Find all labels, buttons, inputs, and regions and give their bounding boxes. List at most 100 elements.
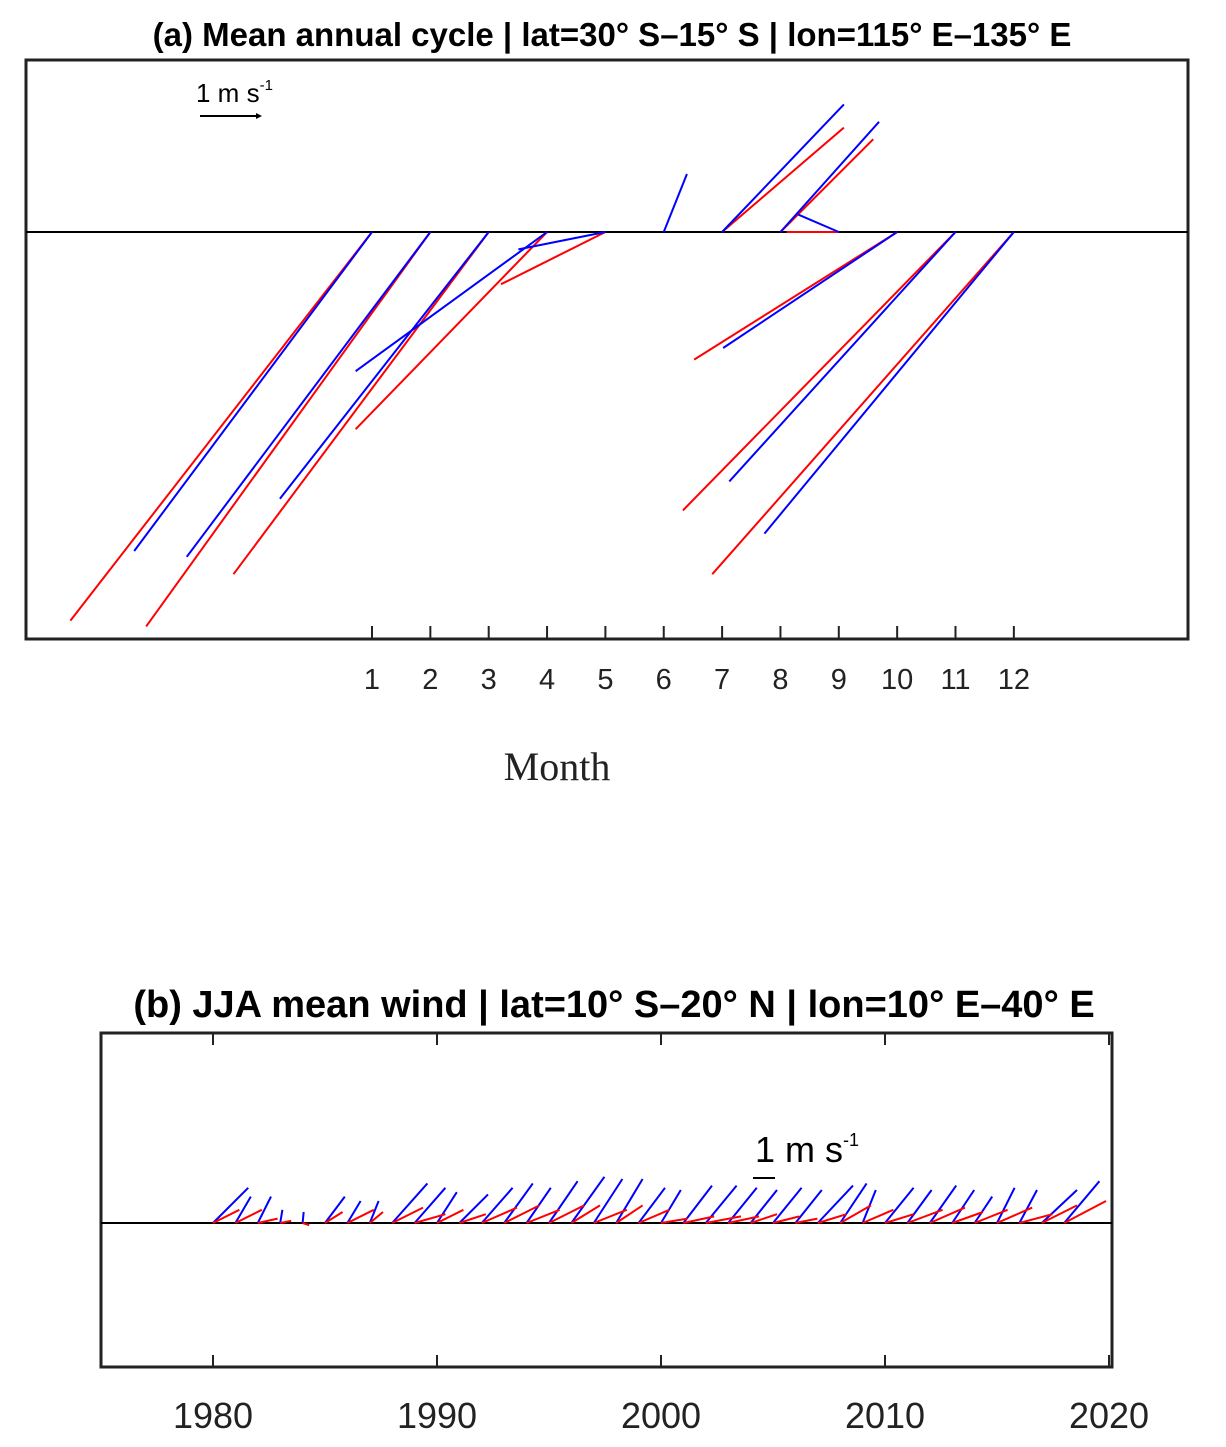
- panel-b-vector-series-0: [256, 1196, 272, 1224]
- panel-b-vector-series-0: [682, 1184, 713, 1224]
- panel-b-vector-series-0: [817, 1184, 854, 1224]
- panel-b-vector-series-1: [593, 1208, 628, 1224]
- panel-b-vector-series-0: [458, 1193, 489, 1224]
- panel-b-scale-label: 1 m s-1: [755, 1129, 859, 1170]
- panel-a-x-tick-label: 3: [481, 664, 497, 696]
- panel-b-vector-series-0: [839, 1182, 868, 1224]
- panel-b-vector-series-0: [996, 1187, 1016, 1224]
- panel-b-vector-series-0: [301, 1211, 305, 1224]
- panel-b-vector-series-0: [973, 1196, 994, 1224]
- panel-a-vector-series-1: [722, 231, 898, 349]
- panel-b-vector-series-1: [951, 1211, 984, 1224]
- panel-b-vector-series-1: [503, 1204, 540, 1224]
- panel-a-vector-series-1: [662, 173, 688, 233]
- panel-a-x-tick-label: 5: [597, 664, 613, 696]
- panel-b-vector-series-1: [526, 1208, 560, 1224]
- panel-b-vector-series-1: [570, 1204, 601, 1224]
- panel-b-vector-series-0: [1041, 1189, 1078, 1224]
- panel-b-vector-series-1: [683, 1215, 715, 1224]
- panel-a-vector-series-1: [721, 103, 845, 233]
- panel-b-vector-series-1: [369, 1211, 384, 1224]
- panel-a-x-tick-label: 4: [539, 664, 555, 696]
- panel-a-x-tick-label: 2: [422, 664, 438, 696]
- panel-a-scale-label: 1 m s-1: [196, 77, 273, 108]
- panel-b-vectors: [212, 1176, 1107, 1227]
- panel-b-vector-series-1: [772, 1215, 800, 1224]
- panel-a-x-tick-label: 11: [940, 664, 970, 696]
- panel-b-title: (b) JJA mean wind | lat=10° S–20° N | lo…: [133, 984, 1094, 1026]
- panel-a-x-tick-label: 8: [772, 664, 788, 696]
- panel-a-vector-series-0: [354, 231, 548, 430]
- panel-b-vector-series-1: [1019, 1213, 1053, 1224]
- panel-b-vector-series-1: [884, 1213, 914, 1224]
- panel-b-vector-series-1: [750, 1213, 778, 1224]
- panel-b-vector-series-1: [862, 1208, 894, 1224]
- panel-b-vector-series-1: [795, 1217, 818, 1224]
- panel-a-vector-series-1: [728, 231, 957, 483]
- panel-a-vector-series-1: [279, 231, 490, 500]
- panel-b-x-tick-label: 2010: [845, 1395, 925, 1436]
- panel-a-title: (a) Mean annual cycle | lat=30° S–15° S …: [153, 16, 1072, 53]
- panel-b-vector-series-0: [548, 1180, 579, 1224]
- panel-a-x-tick-label: 9: [831, 664, 847, 696]
- panel-a-xlabel: Month: [504, 744, 611, 789]
- panel-b-vector-series-0: [884, 1187, 915, 1224]
- panel-b-vector-series-0: [794, 1189, 823, 1224]
- panel-b-vector-series-1: [907, 1208, 943, 1224]
- panel-b-x-tick-label: 1990: [397, 1395, 477, 1436]
- panel-b-vector-series-1: [615, 1204, 644, 1224]
- panel-b-x-tick-label: 2000: [621, 1395, 701, 1436]
- panel-b-vector-series-0: [346, 1200, 362, 1224]
- panel-a-vector-series-0: [711, 231, 1015, 575]
- panel-b-vector-series-0: [906, 1189, 933, 1224]
- panel-b-vector-series-0: [436, 1191, 458, 1224]
- panel-a-vector-series-0: [500, 231, 606, 286]
- panel-a-x-tick-label: 12: [998, 664, 1030, 696]
- panel-b-vector-series-0: [481, 1187, 514, 1224]
- panel-a-x-ticks: 1 2 3 4 5 6 7 8 9 10 11 12: [364, 626, 1030, 696]
- panel-a-vector-series-1: [518, 231, 606, 251]
- panel-b-vector-series-1: [346, 1208, 375, 1224]
- panel-b-vector-series-1: [705, 1215, 742, 1224]
- panel-b-vector-series-1: [459, 1213, 487, 1224]
- panel-b-vector-series-1: [1041, 1204, 1078, 1224]
- panel-a-frame: [24, 58, 1190, 641]
- panel-a-x-tick-label: 7: [714, 664, 730, 696]
- panel-a-x-tick-label: 6: [656, 664, 672, 696]
- panel-a-vector-series-1: [797, 213, 840, 233]
- panel-b-vector-series-0: [570, 1176, 606, 1224]
- panel-b-vector-series-1: [638, 1208, 670, 1224]
- panel-b-vector-series-0: [1063, 1180, 1101, 1224]
- panel-b-vector-series-0: [951, 1189, 976, 1224]
- panel-b-vector-series-1: [817, 1213, 847, 1224]
- panel-b-vector-series-0: [772, 1187, 803, 1224]
- panel-a-vector-series-0: [693, 231, 898, 361]
- panel-b-vector-series-0: [279, 1209, 284, 1224]
- panel-b-vector-series-0: [368, 1200, 380, 1224]
- panel-b: (b) JJA mean wind | lat=10° S–20° N | lo…: [99, 984, 1149, 1436]
- panel-b-vector-series-1: [436, 1208, 464, 1224]
- panel-a-vector-series-0: [145, 231, 432, 627]
- panel-b-x-tick-label: 2020: [1069, 1395, 1149, 1436]
- panel-b-vector-series-0: [592, 1178, 624, 1224]
- panel-b-vector-series-1: [481, 1206, 518, 1224]
- panel-b-vector-series-0: [615, 1178, 644, 1224]
- panel-a-vector-series-0: [232, 231, 490, 575]
- panel-b-vector-series-1: [257, 1217, 278, 1224]
- panel-b-vector-series-1: [548, 1204, 585, 1224]
- panel-b-vector-series-1: [324, 1211, 344, 1224]
- panel-b-frame: [99, 1031, 1114, 1369]
- panel-a-vector-series-0: [721, 126, 845, 233]
- panel-a-vector-series-1: [355, 231, 548, 373]
- panel-a: (a) Mean annual cycle | lat=30° S–15° S …: [24, 16, 1190, 789]
- panel-a-vector-series-0: [779, 138, 874, 233]
- panel-a-x-tick-label: 1: [364, 664, 380, 696]
- panel-b-vector-series-0: [234, 1196, 252, 1224]
- panel-a-vector-series-0: [69, 231, 373, 622]
- panel-b-vector-series-1: [391, 1206, 424, 1224]
- panel-b-vector-series-1: [839, 1204, 872, 1224]
- panel-b-vector-series-1: [974, 1208, 1008, 1224]
- panel-a-vectors: [69, 103, 1015, 627]
- panel-a-vector-series-0: [682, 231, 957, 512]
